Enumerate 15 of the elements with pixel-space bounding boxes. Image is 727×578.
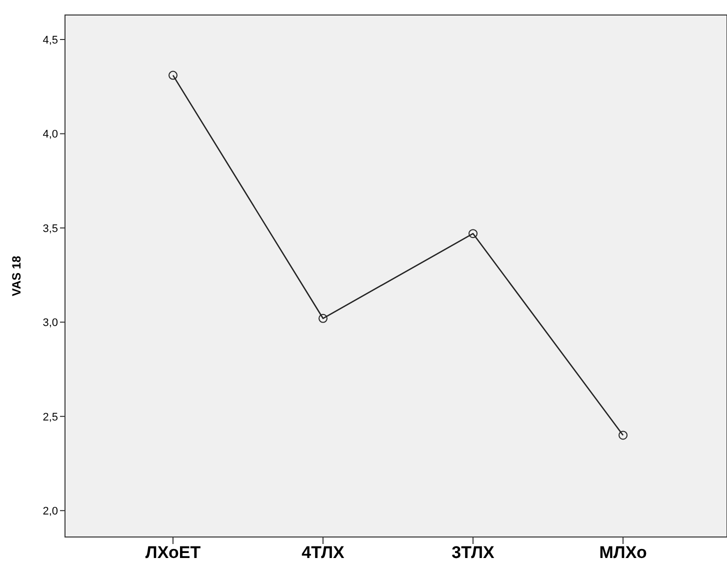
point (618, 430, 628, 440)
x-tick-label: МЛХо (599, 543, 647, 562)
y-tick-label: 4,5 (42, 34, 58, 46)
y-tick-label: 2,0 (42, 506, 58, 518)
y-tick-label: 3,0 (42, 317, 58, 330)
x-tick-label: 4ТЛХ (302, 543, 346, 562)
y-tick-label: 4,0 (42, 128, 58, 141)
point (468, 229, 478, 238)
x-tick-label: 3ТЛХ (452, 543, 496, 562)
y-axis-title: VAS 18 (9, 255, 24, 296)
point (318, 314, 328, 323)
y-tick-label: 3,5 (42, 222, 58, 235)
x-tick-label: ЛХоЕТ (145, 543, 202, 562)
point (168, 70, 178, 80)
y-tick-label: 2,5 (42, 411, 58, 424)
